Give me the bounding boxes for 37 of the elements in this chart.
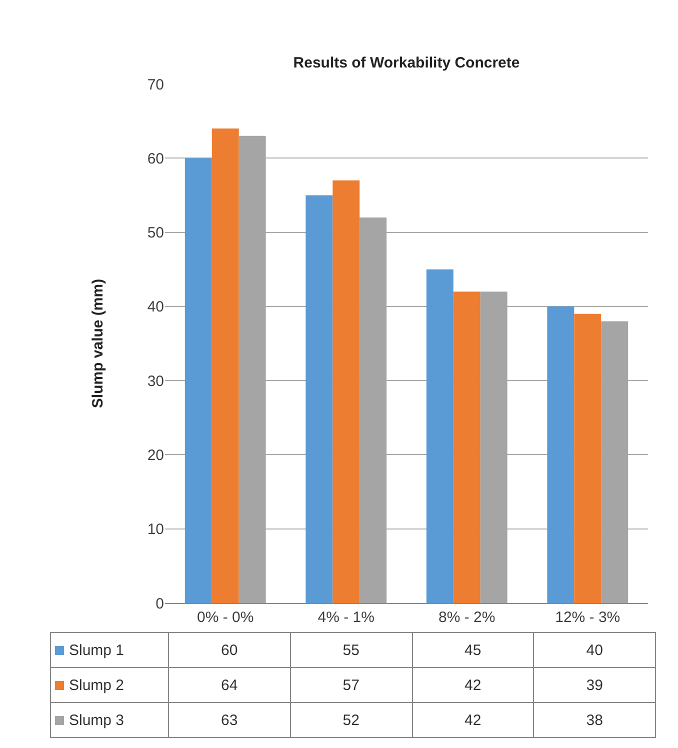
bar (453, 292, 480, 603)
data-label: 57 (290, 668, 412, 702)
data-label: 40 (534, 632, 656, 668)
y-tick-label: 30 (147, 372, 164, 390)
data-label: 60 (168, 632, 290, 668)
chart-title: Results of Workability Concrete (293, 54, 520, 72)
bar (332, 180, 360, 603)
data-label: 39 (534, 668, 656, 702)
data-label: 55 (290, 632, 412, 668)
y-tick-label: 70 (147, 76, 164, 94)
data-label: 42 (412, 702, 534, 738)
bar (306, 195, 333, 603)
legend-label: Slump 2 (69, 676, 124, 694)
y-tick-label: 0 (156, 595, 164, 612)
y-tick-label: 60 (147, 150, 164, 168)
bar (547, 306, 574, 603)
data-label: 45 (412, 632, 534, 668)
bar (574, 314, 602, 603)
data-label: 63 (168, 702, 290, 738)
x-tick-label: 8% - 2% (438, 609, 496, 626)
x-tick-label: 12% - 3% (555, 609, 620, 626)
data-label: 42 (412, 668, 534, 702)
y-tick-label: 10 (147, 521, 164, 538)
legend-label: Slump 1 (69, 642, 124, 658)
legend-label: Slump 3 (69, 712, 124, 728)
bar (426, 269, 454, 603)
y-tick-label: 20 (147, 446, 164, 464)
bar (184, 158, 212, 603)
data-label: 64 (168, 668, 290, 702)
x-tick-label: 0% - 0% (197, 609, 254, 626)
bar (212, 128, 239, 603)
data-label: 52 (290, 702, 412, 738)
data-label: 38 (534, 702, 656, 738)
y-axis-title: Slump value (mm) (90, 278, 107, 408)
y-tick-label: 40 (147, 298, 164, 316)
y-tick-label: 50 (147, 224, 164, 242)
x-tick-label: 4% - 1% (318, 609, 374, 626)
